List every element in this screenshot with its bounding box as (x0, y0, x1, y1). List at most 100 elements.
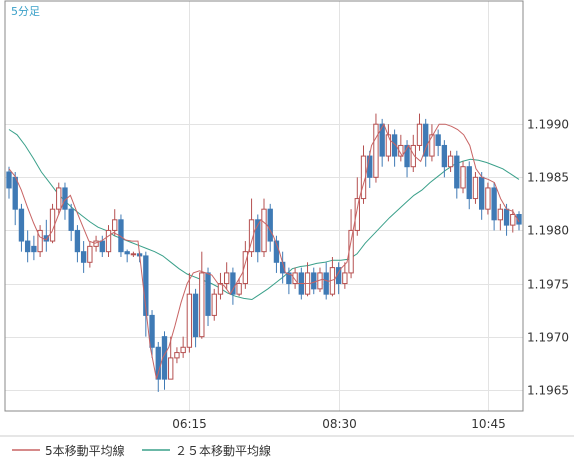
candle (261, 198, 267, 257)
y-tick-label: 1.1970 (527, 331, 569, 345)
candle-body-up (180, 346, 186, 354)
candle-body-down (99, 240, 105, 253)
candle (491, 182, 497, 231)
candle (37, 225, 43, 257)
candle (205, 267, 211, 327)
candle-body-up (112, 219, 118, 231)
legend-ma5-label: 5本移動平均線 (45, 443, 125, 458)
candle-body-down (423, 123, 429, 157)
plot-frame (4, 0, 524, 412)
candle-body-down (273, 240, 280, 263)
candle (155, 341, 161, 392)
candle-body-up (56, 187, 62, 210)
candle (311, 267, 317, 295)
candle (255, 214, 261, 263)
candle (435, 129, 441, 157)
candle (466, 161, 472, 210)
candle-body-down (466, 166, 472, 200)
candle-body-down (391, 134, 398, 157)
candle-body-down (323, 272, 329, 295)
candle (6, 166, 12, 199)
x-axis: 06:15 08:30 10:45 (172, 417, 506, 431)
candle-body-down (503, 208, 510, 226)
candle (429, 124, 435, 162)
candle (404, 140, 410, 178)
candle-body-down (149, 314, 155, 348)
candle-body-up (211, 293, 217, 316)
candle-body-down (155, 346, 161, 380)
y-tick-label: 1.1975 (527, 278, 569, 292)
candle-body-up (472, 176, 479, 200)
candle (472, 172, 479, 204)
candle-body-up (105, 229, 112, 253)
candle-body-up (174, 352, 180, 359)
ma25-layer (8, 129, 520, 301)
candle-body-up (416, 123, 423, 146)
candle (93, 235, 99, 252)
candle-body-up (217, 283, 224, 295)
candle (460, 161, 466, 194)
candle (447, 150, 454, 173)
candle (342, 262, 348, 289)
candle-body-up (447, 155, 454, 168)
candle (130, 251, 137, 257)
y-tick-label: 1.1990 (527, 118, 569, 132)
candle (497, 203, 504, 231)
candle (211, 288, 217, 321)
candle-body-down (255, 219, 261, 253)
candle-body-down (267, 208, 273, 242)
x-tick-label: 10:45 (471, 417, 506, 431)
candle (18, 203, 25, 252)
candle (99, 235, 105, 257)
candle (286, 267, 292, 295)
candle-body-down (379, 123, 385, 157)
candle-body-up (348, 229, 354, 274)
candle-body-up (224, 272, 230, 285)
candle-body-down (6, 171, 12, 189)
candle (292, 267, 298, 289)
candle (180, 336, 186, 358)
candle-body-down (124, 251, 130, 255)
candle (423, 118, 429, 167)
candle (454, 150, 460, 199)
candle-body-down (516, 213, 522, 225)
candle-body-down (12, 176, 18, 210)
candle (124, 249, 130, 263)
candle (56, 182, 62, 215)
candle (441, 140, 448, 178)
x-tick-label: 06:15 (172, 417, 207, 431)
candle-body-down (286, 272, 292, 285)
candle (68, 203, 74, 242)
ma25-line (8, 129, 520, 301)
candle-body-down (43, 235, 49, 242)
candle-body-up (485, 187, 491, 210)
candle-body-down (230, 272, 236, 295)
candle-body-up (87, 245, 93, 263)
candle-body-up (236, 283, 242, 295)
chart-title: 5分足 (11, 5, 40, 18)
candle (416, 113, 423, 151)
candle-body-up (242, 251, 249, 285)
candle (87, 241, 93, 268)
y-tick-label: 1.1965 (527, 384, 569, 398)
candle-body-down (435, 134, 441, 146)
candle-body-down (18, 208, 25, 242)
candle (217, 272, 224, 300)
candle-body-up (460, 166, 466, 189)
candle (49, 203, 56, 244)
candle-body-up (186, 293, 193, 348)
candle-body-down (479, 176, 485, 210)
candle (373, 113, 379, 183)
candle-body-up (168, 357, 174, 380)
candle-body-down (24, 240, 31, 253)
candle-body-up (342, 272, 348, 285)
candle-body-up (354, 198, 360, 231)
candle-body-down (80, 251, 87, 263)
candle (24, 230, 31, 263)
candle (31, 235, 37, 261)
y-axis: 1.1965 1.1970 1.1975 1.1980 1.1985 1.1990 (527, 118, 569, 398)
candle-body-up (292, 272, 298, 285)
x-tick-label: 08:30 (322, 417, 357, 431)
candle (168, 336, 174, 380)
candle (192, 288, 199, 348)
